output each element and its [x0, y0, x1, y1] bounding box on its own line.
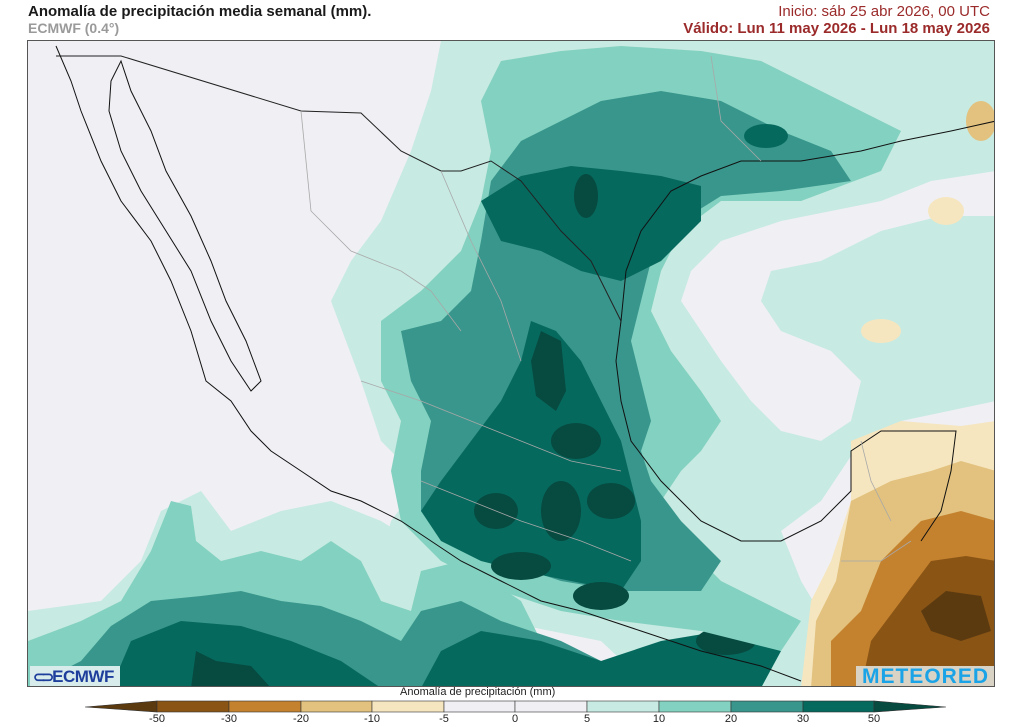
colorbar-tick: -5	[439, 713, 449, 725]
anomaly-lt-neg50	[921, 591, 991, 641]
colorbar-tick: 20	[724, 713, 738, 725]
colorbar-tick: 5	[583, 713, 591, 725]
precipitation-anomaly-map: ⊂⊃ ECMWF METEORED	[27, 40, 995, 687]
state-borders	[300, 55, 912, 562]
colorbar-tick: -10	[364, 713, 380, 725]
map-canvas	[28, 41, 994, 686]
ecmwf-mark-icon: ⊂⊃	[33, 668, 54, 686]
anomaly-30-50-mexico-core	[421, 321, 641, 591]
colorbar-tick: 50	[867, 713, 881, 725]
anomaly-30-50-pacific-east	[422, 631, 781, 686]
model-label: ECMWF (0.4°)	[28, 20, 120, 36]
baja-coastline	[108, 59, 262, 392]
anomaly-gt50-mexico-1	[531, 331, 566, 411]
colorbar-tick: 0	[511, 713, 519, 725]
colorbar	[84, 700, 947, 713]
colorbar-tick: -50	[149, 713, 165, 725]
pacific-coastline	[55, 45, 802, 682]
anomaly-30-50-pacific	[111, 621, 379, 686]
colorbar-tick: -30	[221, 713, 237, 725]
ecmwf-logo-text: ECMWF	[52, 666, 114, 686]
map-title: Anomalía de precipitación media semanal …	[28, 3, 372, 20]
colorbar-tick: 10	[652, 713, 666, 725]
ecmwf-logo: ⊂⊃ ECMWF	[30, 666, 120, 686]
colorbar-title: Anomalía de precipitación (mm)	[400, 686, 556, 698]
init-time: Inicio: sáb 25 abr 2026, 00 UTC	[778, 3, 990, 20]
meteored-logo: METEORED	[856, 665, 994, 686]
colorbar-tick: -20	[293, 713, 309, 725]
anomaly-30-50-texas	[481, 166, 701, 281]
valid-period: Válido: Lun 11 may 2026 - Lun 18 may 202…	[683, 20, 990, 37]
anomaly-gt50-pacific	[191, 651, 270, 686]
gulf-coastline	[615, 120, 994, 542]
colorbar-tick: 30	[796, 713, 810, 725]
